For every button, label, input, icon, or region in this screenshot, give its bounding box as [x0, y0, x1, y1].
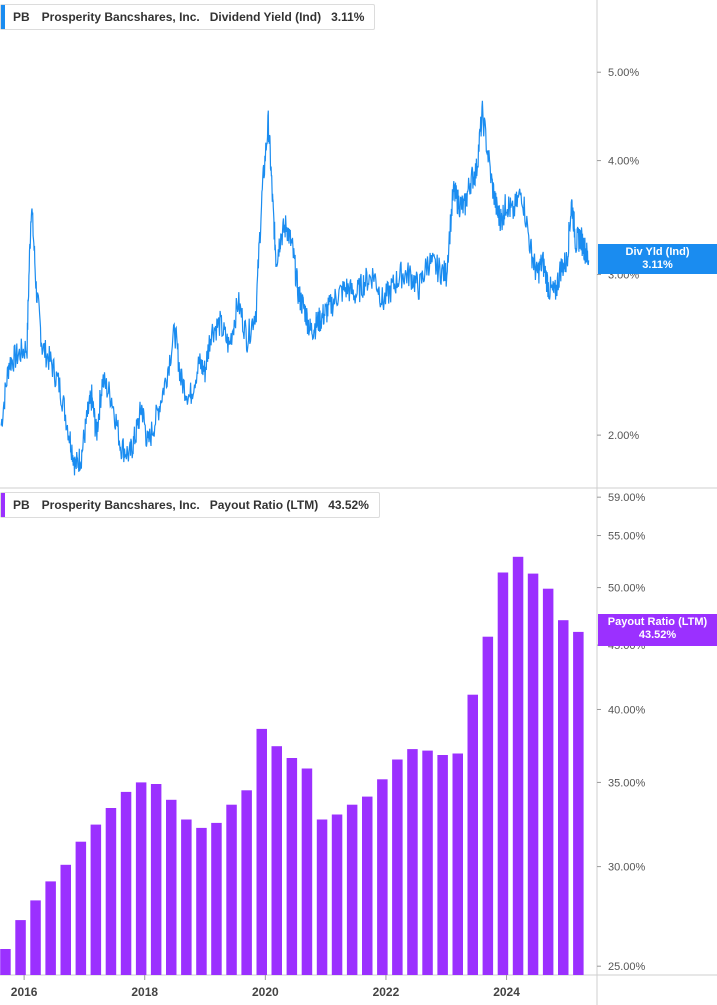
x-tick-label: 2020 — [252, 985, 279, 999]
payout-ratio-bar — [75, 841, 87, 975]
payout-ratio-bar — [256, 728, 267, 975]
x-tick-label: 2022 — [373, 985, 400, 999]
y-tick-label: 40.00% — [608, 704, 646, 716]
payout-ratio-bar — [482, 636, 494, 975]
payout-ratio-bar — [452, 753, 463, 975]
y-tick-label: 59.00% — [608, 492, 646, 504]
payout-ratio-bar — [0, 949, 11, 975]
series-color-swatch — [1, 493, 5, 517]
flag-value: 3.11% — [642, 259, 673, 272]
flag-label: Div Yld (Ind) — [625, 246, 690, 259]
y-tick-label: 50.00% — [608, 583, 646, 595]
payout-ratio-bar — [271, 746, 282, 975]
payout-ratio-bar — [135, 782, 147, 975]
payout-ratio-bar — [150, 784, 162, 975]
payout-ratio-bar — [241, 790, 252, 975]
payout-ratio-bar — [286, 758, 298, 975]
payout-ratio-bar — [331, 814, 343, 975]
metric-value: 3.11% — [331, 10, 365, 24]
y-tick-label: 25.00% — [608, 961, 646, 973]
payout-ratio-bar — [362, 796, 373, 975]
payout-ratio-bar — [377, 779, 388, 975]
payout-ratio-bar — [226, 804, 237, 975]
payout-ratio-bar — [90, 824, 102, 975]
ticker-symbol: PB — [13, 10, 30, 24]
payout-ratio-bar — [497, 572, 509, 975]
payout-ratio-bar — [120, 791, 132, 975]
flag-label: Payout Ratio (LTM) — [607, 615, 708, 628]
payout-ratio-plot — [0, 556, 584, 975]
top-legend: PB Prosperity Bancshares, Inc. Dividend … — [0, 4, 376, 30]
y-tick-label: 2.00% — [608, 430, 639, 442]
dividend-yield-line — [0, 100, 590, 476]
x-tick-label: 2024 — [493, 985, 520, 999]
payout-ratio-bar — [166, 799, 177, 975]
payout-ratio-bar — [30, 900, 41, 975]
y-tick-label: 55.00% — [608, 531, 646, 543]
div-yld-value-flag: Div Yld (Ind) 3.11% — [598, 244, 717, 275]
axes: 2.00%3.00%4.00%5.00%25.00%30.00%35.00%40… — [11, 67, 646, 999]
metric-name: Dividend Yield (Ind) — [209, 10, 322, 24]
payout-ratio-bar — [527, 573, 539, 975]
payout-ratio-bar — [15, 920, 26, 975]
payout-ratio-bar — [512, 556, 524, 975]
flag-value: 43.52% — [638, 628, 677, 641]
payout-ratio-bar — [316, 819, 328, 975]
company-name: Prosperity Bancshares, Inc. — [41, 10, 200, 24]
payout-ratio-bar — [181, 819, 192, 975]
payout-ratio-bar — [542, 588, 554, 975]
payout-ratio-bar — [407, 749, 418, 975]
ticker-symbol: PB — [13, 498, 30, 512]
y-tick-label: 35.00% — [608, 777, 646, 789]
series-color-swatch — [1, 5, 5, 29]
x-tick-label: 2018 — [131, 985, 158, 999]
payout-ratio-bar — [60, 864, 71, 975]
payout-ratio-bar — [196, 827, 207, 975]
payout-ratio-bar — [467, 694, 478, 975]
x-tick-label: 2016 — [11, 985, 38, 999]
payout-ratio-bar — [573, 631, 584, 975]
payout-ratio-bar — [301, 768, 313, 975]
payout-ratio-bar — [105, 808, 117, 975]
bottom-legend: PB Prosperity Bancshares, Inc. Payout Ra… — [0, 492, 380, 518]
metric-value: 43.52% — [328, 498, 369, 512]
payout-ratio-value-flag: Payout Ratio (LTM) 43.52% — [598, 613, 717, 646]
metric-name: Payout Ratio (LTM) — [209, 498, 319, 512]
payout-ratio-bar — [558, 620, 569, 975]
payout-ratio-bar — [211, 822, 222, 975]
company-name: Prosperity Bancshares, Inc. — [41, 498, 200, 512]
payout-ratio-bar — [422, 750, 433, 975]
payout-ratio-bar — [437, 755, 448, 975]
y-tick-label: 4.00% — [608, 156, 639, 168]
y-tick-label: 30.00% — [608, 862, 646, 874]
y-tick-label: 5.00% — [608, 67, 639, 79]
dividend-yield-plot — [0, 100, 590, 476]
payout-ratio-bar — [392, 759, 403, 975]
payout-ratio-bar — [346, 804, 358, 975]
payout-ratio-bar — [45, 881, 56, 975]
